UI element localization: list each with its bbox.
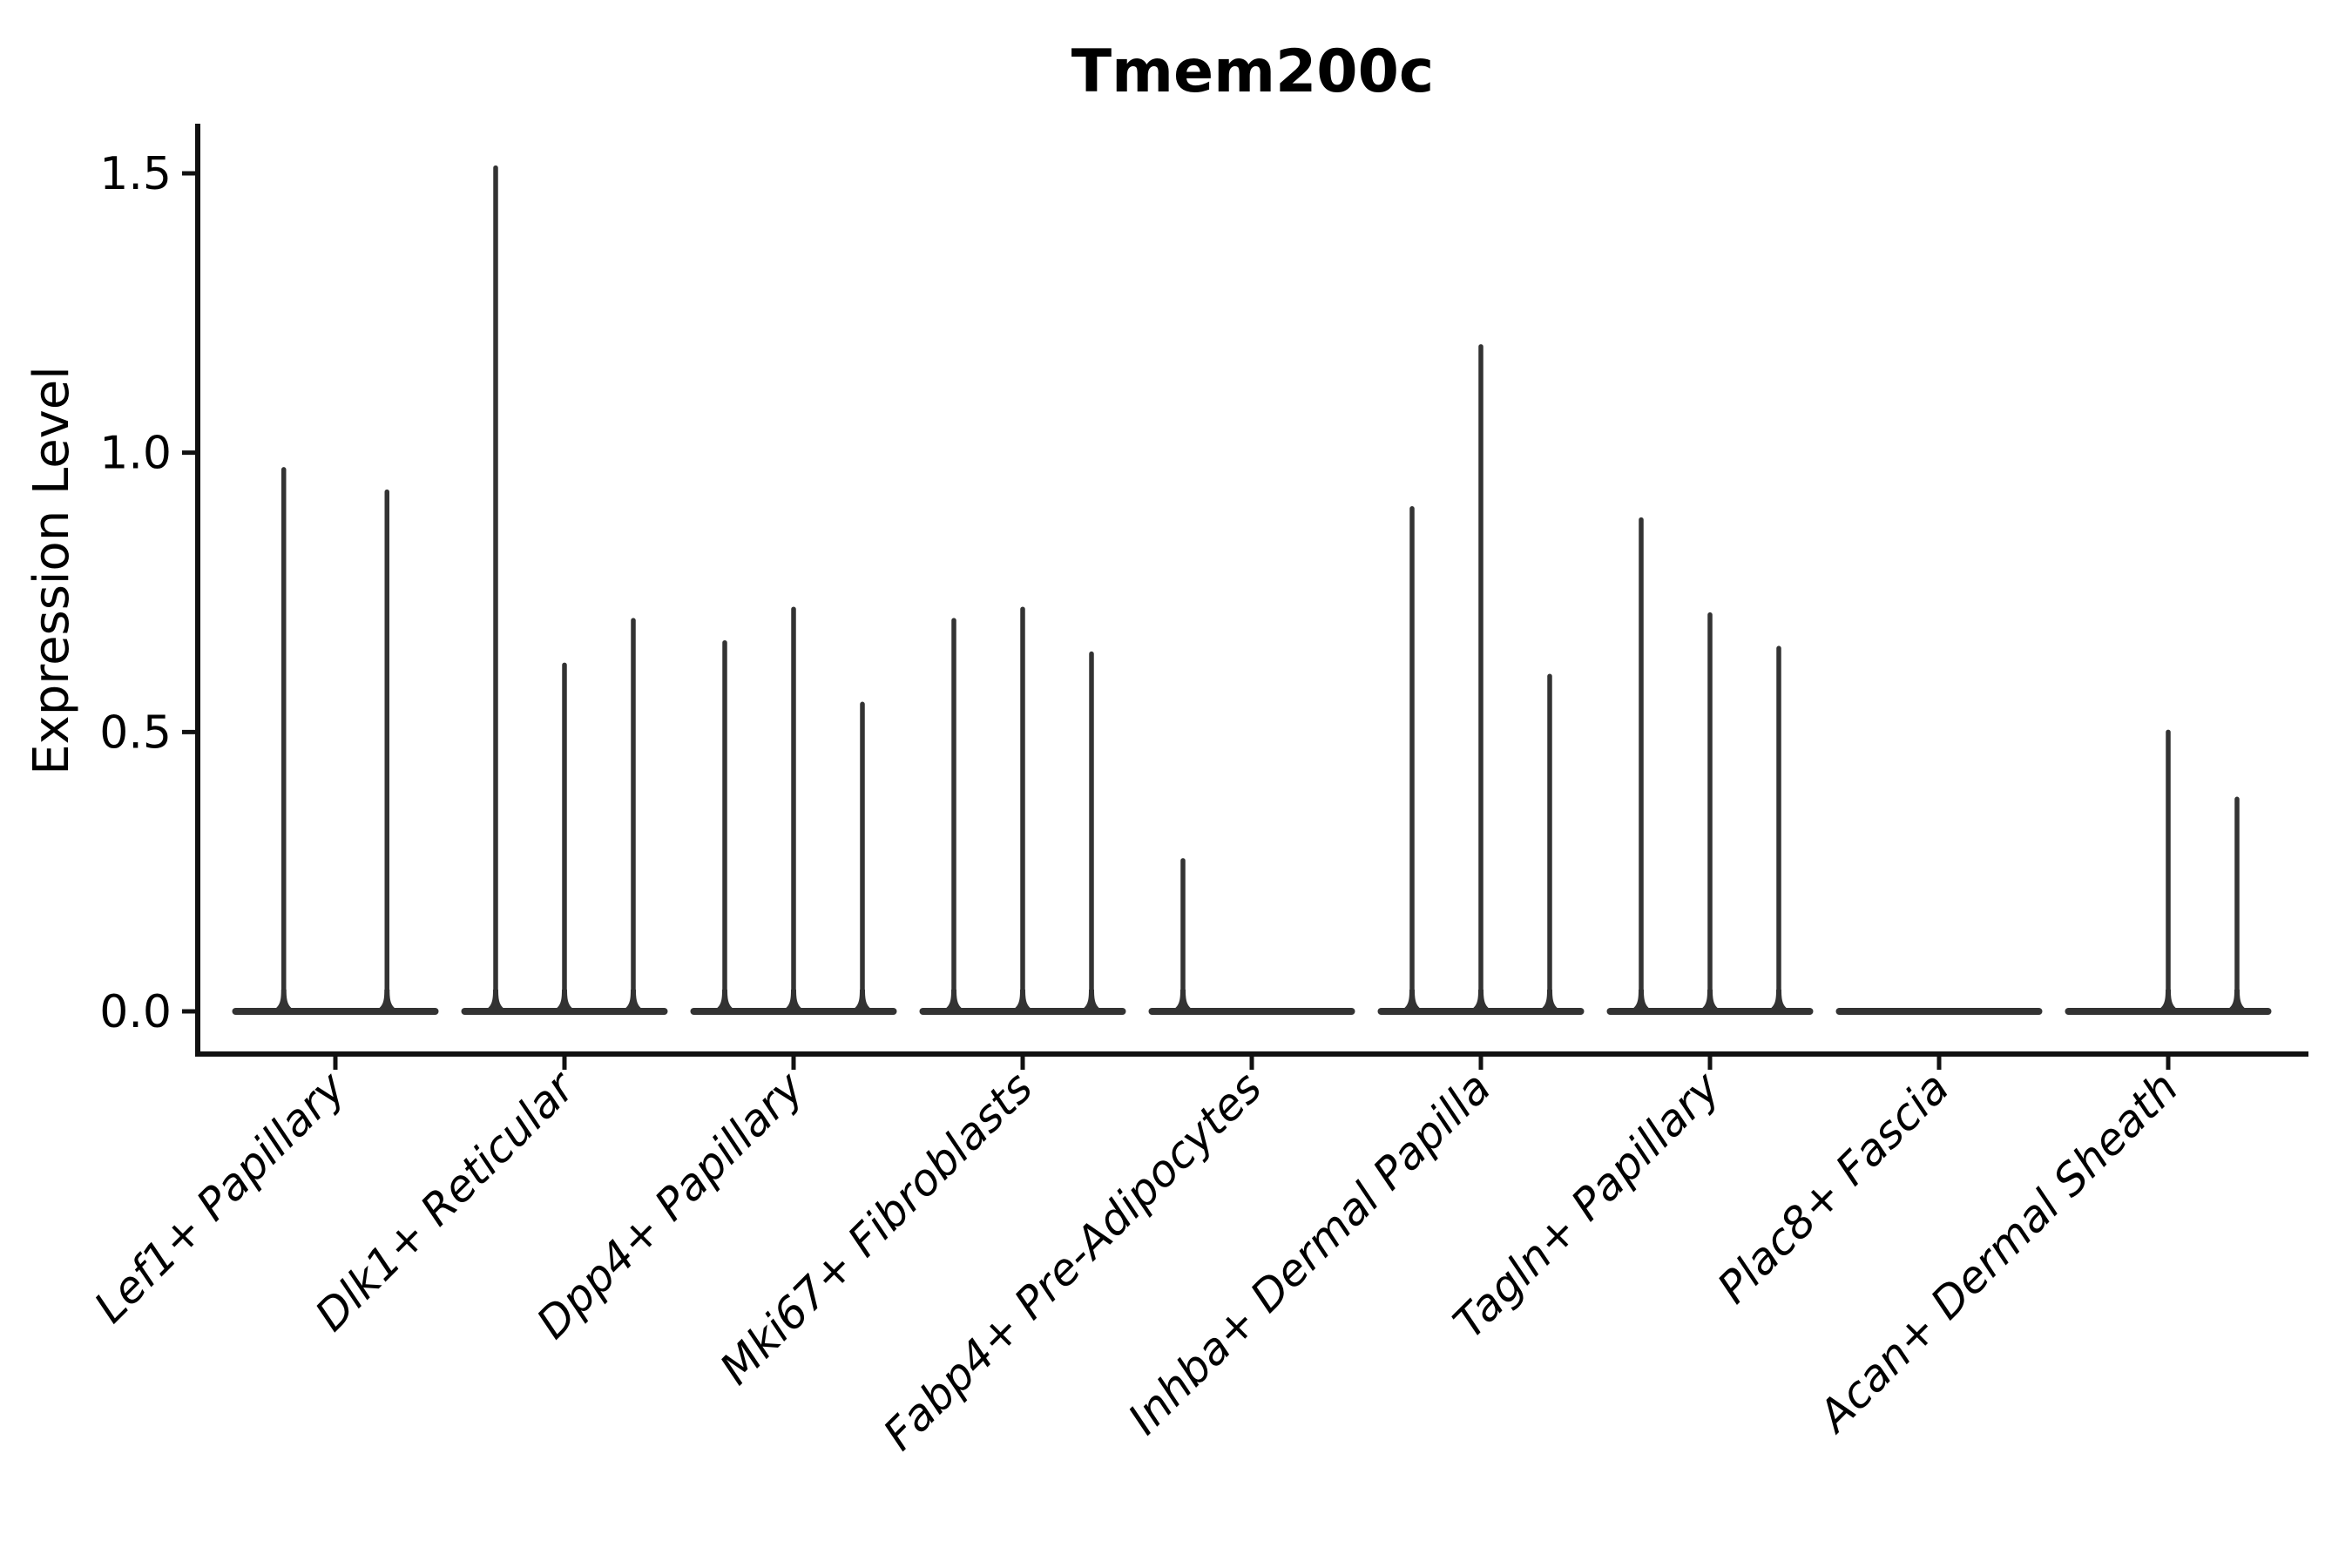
violin-base <box>690 1008 897 1015</box>
y-tick-label: 1.0 <box>99 428 172 480</box>
violin-base <box>1377 1008 1585 1015</box>
x-category-label: Lef1+ Papillary <box>84 1061 355 1332</box>
chart-title: Tmem200c <box>1071 37 1434 106</box>
x-category-label: Plac8+ Fascia <box>1708 1062 1959 1313</box>
violin-base <box>2065 1008 2272 1015</box>
violin-base <box>232 1008 439 1015</box>
violin-base <box>1606 1008 1814 1015</box>
x-category-label: Fabp4+ Pre-Adipocytes <box>874 1062 1272 1460</box>
violin-base <box>1148 1008 1355 1015</box>
y-axis-label: Expression Level <box>24 366 80 775</box>
x-category-label: Inhba+ Dermal Papilla <box>1119 1062 1500 1443</box>
x-category-label: Acan+ Dermal Sheath <box>1808 1062 2188 1443</box>
y-tick-label: 1.5 <box>99 148 172 200</box>
y-tick-label: 0.0 <box>99 986 172 1038</box>
violin-base <box>1835 1008 2043 1015</box>
violin-base <box>461 1008 668 1015</box>
y-tick-label: 0.5 <box>99 706 172 759</box>
violin-base <box>919 1008 1126 1015</box>
